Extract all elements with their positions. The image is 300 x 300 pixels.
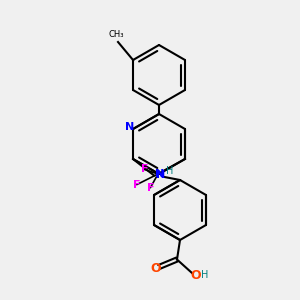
Text: H: H (201, 270, 208, 280)
Text: F: F (133, 179, 141, 190)
Text: O: O (190, 269, 201, 282)
Text: N: N (125, 122, 134, 133)
Text: CH₃: CH₃ (109, 30, 124, 39)
Text: N: N (156, 170, 165, 181)
Text: F: F (141, 164, 148, 175)
Text: O: O (151, 262, 161, 275)
Text: N: N (155, 169, 164, 179)
Text: H: H (166, 166, 173, 176)
Text: F: F (147, 182, 154, 193)
